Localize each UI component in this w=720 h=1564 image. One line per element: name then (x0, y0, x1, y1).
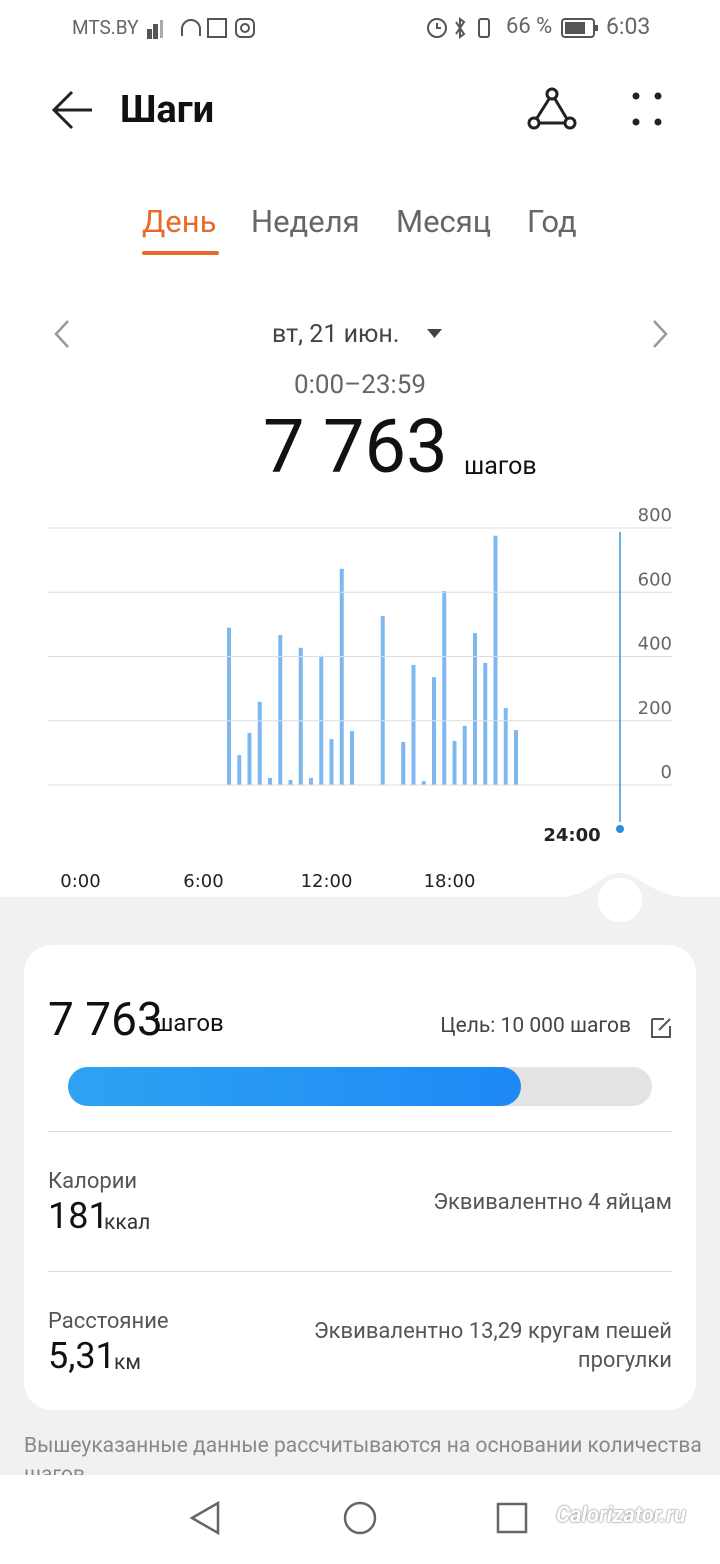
calories-title: Калории (48, 1169, 138, 1194)
carrier: MTS.BY (72, 16, 139, 39)
nav-recent[interactable] (496, 1502, 528, 1534)
bar (247, 732, 252, 785)
bar (473, 633, 477, 785)
distance-value: 5,31 (48, 1335, 116, 1377)
nav-back[interactable] (189, 1500, 220, 1536)
calories-note: Эквивалентно 4 яйцам (433, 1190, 672, 1215)
bar (278, 634, 283, 785)
date-dropdown[interactable] (426, 327, 444, 341)
tab-year[interactable]: Год (527, 203, 577, 240)
bar (298, 647, 303, 785)
bar (401, 741, 406, 785)
bar (288, 779, 293, 785)
separator (48, 1131, 672, 1132)
back-button[interactable] (48, 88, 96, 132)
y-tick-label: 0 (661, 762, 672, 783)
y-tick-label: 200 (638, 698, 672, 719)
battery-icon (561, 18, 598, 38)
cursor-dot (616, 825, 624, 833)
nav-buttons (189, 1500, 528, 1536)
x-tick-label: 18:00 (424, 871, 476, 892)
nav-home[interactable] (343, 1501, 377, 1535)
share-button[interactable] (526, 86, 578, 134)
summary-card: 7 763 шагов Цель: 10 000 шагов Калории 1… (24, 945, 696, 1410)
next-day[interactable] (648, 318, 672, 350)
bar (442, 590, 447, 785)
y-tick-label: 400 (638, 634, 672, 655)
prev-day[interactable] (50, 318, 74, 350)
tab-week[interactable]: Неделя (251, 203, 360, 240)
bar (421, 781, 426, 785)
bar (309, 777, 313, 785)
progress-track (68, 1067, 652, 1106)
total-steps: 7 763 (263, 404, 448, 491)
bar (350, 731, 354, 785)
distance-title: Расстояние (48, 1309, 169, 1334)
bar (462, 725, 467, 785)
status-icons (147, 18, 255, 39)
navigation-bar: Calorizator.ru (0, 1475, 720, 1560)
bar (503, 707, 508, 785)
cursor-handle[interactable] (560, 868, 690, 928)
footnote: Вышеуказанные данные рассчитываются на о… (24, 1434, 702, 1487)
x-tick-label: 0:00 (60, 871, 100, 892)
x-tick-label: 12:00 (301, 871, 353, 892)
calories-unit: ккал (104, 1211, 151, 1235)
page-title: Шаги (120, 88, 215, 132)
edit-goal[interactable] (650, 1015, 674, 1039)
bar (268, 777, 272, 785)
bar (339, 568, 344, 785)
steps-chart: 18:00 12:00 6:00 0:00 800 600 400 200 0 24:00 (48, 505, 672, 892)
bar (432, 677, 436, 785)
bar (452, 740, 457, 785)
tab-month[interactable]: Месяц (396, 203, 492, 240)
bar (329, 739, 334, 785)
progress-fill (68, 1067, 522, 1106)
bar (380, 616, 385, 785)
more-button[interactable] (626, 90, 670, 130)
goal: Цель: 10 000 шагов (440, 1014, 631, 1038)
watermark: Calorizator.ru (556, 1503, 686, 1528)
x-tick-label: 6:00 (183, 871, 223, 892)
status-icons-right (427, 17, 490, 39)
battery-level: 66 % (506, 14, 553, 39)
bar (227, 627, 231, 785)
clock: 6:03 (606, 13, 651, 40)
calories-value: 181 (48, 1195, 109, 1237)
steps-unit: шагов (154, 1009, 224, 1037)
distance-note: Эквивалентно 13,29 кругам пешей прогулки (313, 1319, 672, 1373)
bar (493, 535, 498, 785)
tab-underline (142, 251, 219, 255)
bar (514, 730, 518, 785)
y-tick-label: 600 (638, 569, 672, 590)
cursor-label: 24:00 (543, 825, 600, 846)
bar (237, 755, 242, 785)
time-range: 0:00–23:59 (294, 370, 426, 400)
bar (257, 701, 262, 785)
separator (48, 1271, 672, 1272)
bar (483, 662, 488, 785)
steps-value: 7 763 (48, 993, 163, 1047)
y-tick-label: 800 (638, 505, 672, 526)
tab-day[interactable]: День (142, 203, 217, 240)
total-unit: шагов (464, 452, 537, 481)
bar (411, 664, 416, 785)
distance-unit: км (114, 1351, 141, 1375)
date-picker[interactable]: вт, 21 июн. (272, 320, 400, 349)
